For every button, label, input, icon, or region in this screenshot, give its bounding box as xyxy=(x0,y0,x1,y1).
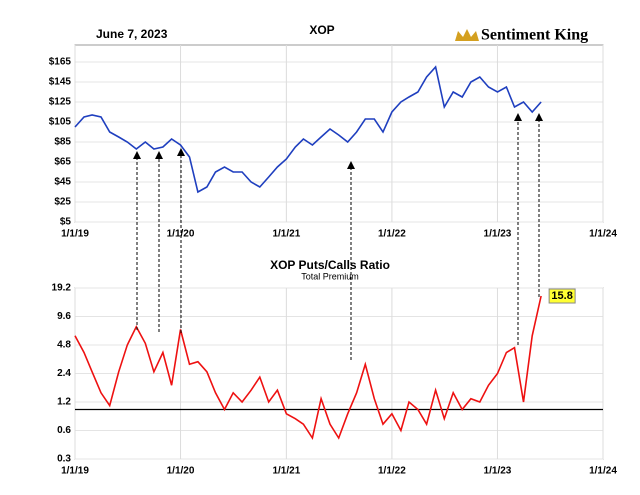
y-tick-label: 4.8 xyxy=(57,340,71,351)
brand: Sentiment King xyxy=(481,27,588,44)
x-tick-label: 1/1/20 xyxy=(167,466,195,477)
x-tick-label: 1/1/23 xyxy=(484,229,512,240)
y-tick-label: $165 xyxy=(49,57,72,68)
x-tick-label: 1/1/22 xyxy=(378,229,406,240)
y-tick-label: $45 xyxy=(54,177,71,188)
x-tick-label: 1/1/19 xyxy=(61,229,89,240)
chart-subtitle: Total Premium xyxy=(301,271,359,281)
y-tick-label: $125 xyxy=(49,97,72,108)
y-tick-label: $65 xyxy=(54,157,71,168)
crown-icon xyxy=(455,29,479,41)
y-tick-label: 9.6 xyxy=(57,311,71,322)
y-tick-label: $85 xyxy=(54,137,71,148)
arrows xyxy=(133,113,543,360)
y-tick-label: 1.2 xyxy=(57,397,71,408)
x-tick-label: 1/1/24 xyxy=(589,229,617,240)
value-label: 15.8 xyxy=(551,290,572,302)
x-tick-label: 1/1/21 xyxy=(272,229,300,240)
x-tick-label: 1/1/21 xyxy=(272,466,300,477)
plot-area xyxy=(74,44,604,223)
y-tick-label: 0.6 xyxy=(57,425,71,436)
x-tick-label: 1/1/19 xyxy=(61,466,89,477)
y-tick-label: $105 xyxy=(49,117,72,128)
data-line xyxy=(74,65,542,194)
x-tick-label: 1/1/23 xyxy=(484,466,512,477)
y-tick-label: 19.2 xyxy=(52,283,72,294)
y-tick-label: $25 xyxy=(54,197,71,208)
x-tick-label: 1/1/24 xyxy=(589,466,617,477)
date-label: June 7, 2023 xyxy=(96,27,168,41)
y-tick-label: 0.3 xyxy=(57,454,71,465)
chart-title: XOP xyxy=(309,23,334,37)
chart-title: XOP Puts/Calls Ratio xyxy=(270,258,390,272)
data-line xyxy=(74,295,542,441)
y-tick-label: $145 xyxy=(49,77,72,88)
x-tick-label: 1/1/22 xyxy=(378,466,406,477)
y-tick-label: 2.4 xyxy=(57,368,71,379)
y-tick-label: $5 xyxy=(60,217,72,228)
value-label-box xyxy=(548,288,576,304)
x-tick-label: 1/1/20 xyxy=(167,229,195,240)
